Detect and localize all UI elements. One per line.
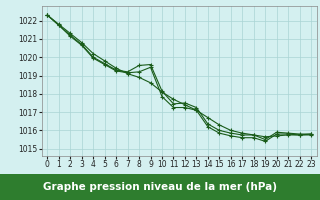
Text: Graphe pression niveau de la mer (hPa): Graphe pression niveau de la mer (hPa): [43, 182, 277, 192]
